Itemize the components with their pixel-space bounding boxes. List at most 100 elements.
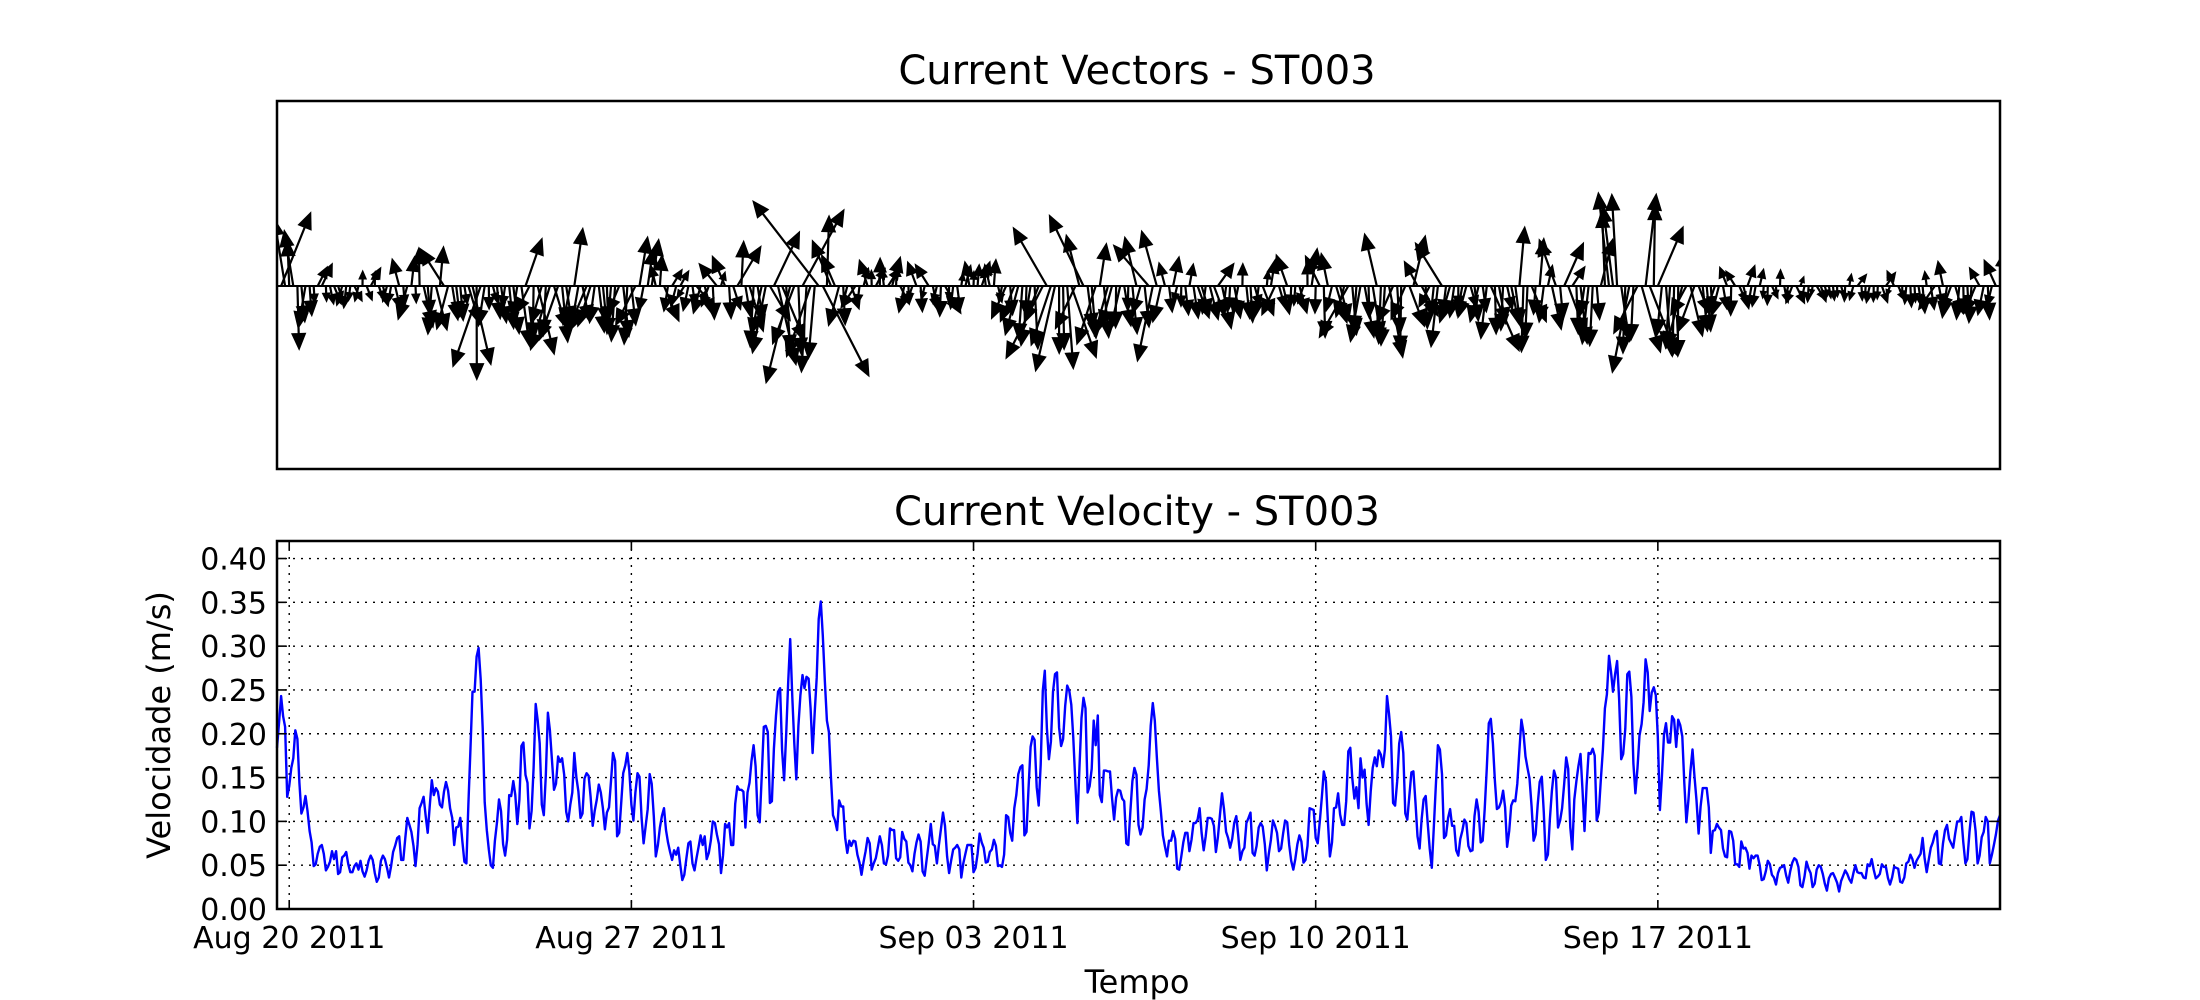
current-vector-arrow [626, 285, 642, 327]
current-vector-arrow [352, 285, 362, 303]
current-vector-arrow [1296, 285, 1306, 305]
current-vector-arrow [906, 285, 915, 302]
velocity-axes: 0.00 0.05 0.10 0.15 0.20 0.25 0.30 0.35 0.40 Aug … [193, 541, 2000, 956]
current-vector-arrow [334, 285, 345, 307]
current-vector-arrow [1148, 285, 1164, 324]
current-vector-arrow [853, 285, 864, 306]
current-vector-arrow [1950, 285, 1966, 321]
current-vector-arrow [433, 285, 450, 331]
current-vector-arrow [1934, 259, 1947, 287]
current-vector-arrow [1798, 275, 1805, 287]
current-vector-arrow [384, 285, 395, 305]
current-vector-arrow [1597, 204, 1615, 287]
vectors-plot-frame [275, 99, 2002, 471]
current-vector-arrow [914, 263, 930, 287]
current-vector-arrow [1138, 229, 1158, 287]
current-vector-arrow [679, 285, 693, 313]
current-vector-arrow [1518, 285, 1534, 341]
current-vector-arrow [999, 285, 1016, 323]
current-vector-arrow [1064, 285, 1080, 371]
current-vector-arrow [1023, 285, 1040, 324]
current-vector-arrow [1360, 232, 1378, 287]
current-vector-arrow [1784, 285, 1795, 305]
current-vector-arrow [952, 285, 966, 312]
current-vector-arrow [1005, 285, 1044, 360]
y-tick-label: 0.20 [200, 718, 267, 753]
current-vector-arrow [699, 285, 711, 308]
current-vector-arrow [1249, 285, 1265, 319]
current-vector-arrow [1748, 285, 1760, 308]
current-vector-arrow [1112, 244, 1150, 287]
current-vector-arrow [1640, 285, 1664, 354]
current-vector-arrow [1533, 285, 1549, 324]
current-vector-arrow [820, 214, 837, 287]
current-vector-arrow [981, 263, 994, 287]
current-vector-arrow [894, 285, 909, 314]
current-vector-arrow [1873, 285, 1882, 301]
current-vector-arrow [1983, 258, 1997, 287]
y-tick-label: 0.40 [200, 543, 267, 578]
current-vector-arrow [1168, 255, 1184, 287]
current-vector-arrow [919, 285, 928, 301]
current-vector-arrow [1808, 285, 1816, 297]
current-vector-arrow [421, 285, 437, 336]
current-vector-arrow [1106, 285, 1122, 331]
current-vector-arrow [1425, 285, 1441, 349]
current-vector-arrow [1756, 267, 1767, 287]
current-vector-arrow [524, 237, 544, 287]
current-vector-arrow [840, 285, 857, 309]
current-vector-arrow [1304, 254, 1321, 287]
current-vector-arrow [1723, 285, 1739, 317]
current-vector-arrow [1605, 192, 1621, 287]
current-vector-arrow [395, 285, 410, 321]
current-vector-arrow [1048, 213, 1085, 287]
current-vector-arrow [1029, 285, 1052, 347]
current-vector-arrow [961, 260, 974, 287]
current-vector-arrow [659, 285, 673, 313]
current-vector-arrow [410, 285, 421, 305]
current-vector-arrow [1515, 225, 1531, 287]
current-vector-arrow [1054, 285, 1077, 331]
current-vector-arrow [711, 254, 727, 287]
current-vector-arrow [1984, 285, 1995, 308]
current-vector-arrow [1968, 266, 1981, 287]
current-vector-arrow [690, 285, 704, 315]
current-vector-arrow [1650, 285, 1667, 337]
x-tick-label: Aug 27 2011 [535, 921, 727, 956]
current-vector-arrow [676, 285, 686, 299]
current-vector-arrow [1563, 241, 1585, 287]
current-vector-arrow [617, 285, 633, 346]
current-vector-arrow [405, 255, 421, 287]
current-vector-arrow [825, 285, 841, 328]
current-vector-arrow [1493, 285, 1510, 332]
current-vector-arrow [1188, 285, 1204, 320]
current-vector-arrow [1390, 285, 1407, 321]
current-vector-arrow [1002, 285, 1020, 337]
velocity-plot-frame [275, 539, 2002, 911]
current-vector-arrow [821, 253, 837, 287]
current-vector-arrow [1228, 285, 1243, 315]
current-vector-arrow [434, 245, 450, 287]
current-vector-arrow [293, 285, 309, 330]
current-vector-arrow [358, 269, 368, 287]
velocity-x-axis-label: Tempo [1084, 963, 1190, 1000]
current-vector-arrow [634, 285, 648, 313]
current-vector-arrow [1096, 242, 1112, 287]
current-vector-arrow [1550, 285, 1566, 331]
current-vector-arrow [1725, 269, 1737, 287]
current-vector-arrow [735, 239, 751, 287]
current-vector-arrow [1376, 285, 1395, 324]
current-vector-arrow [1316, 251, 1333, 287]
current-vector-arrow [1571, 265, 1586, 287]
y-tick-label: 0.00 [200, 893, 267, 928]
current-vector-arrow [1503, 285, 1516, 311]
current-vector-arrow [867, 268, 877, 287]
x-tick-label: Aug 20 2011 [193, 921, 385, 956]
current-vector-arrow [1772, 285, 1780, 298]
current-vector-arrow [1436, 285, 1452, 324]
current-vector-arrow [771, 285, 796, 346]
current-vector-arrow [890, 264, 902, 287]
current-vector-arrow [1197, 285, 1212, 316]
current-vector-arrow [1869, 285, 1879, 304]
current-vector-arrow [566, 285, 588, 335]
